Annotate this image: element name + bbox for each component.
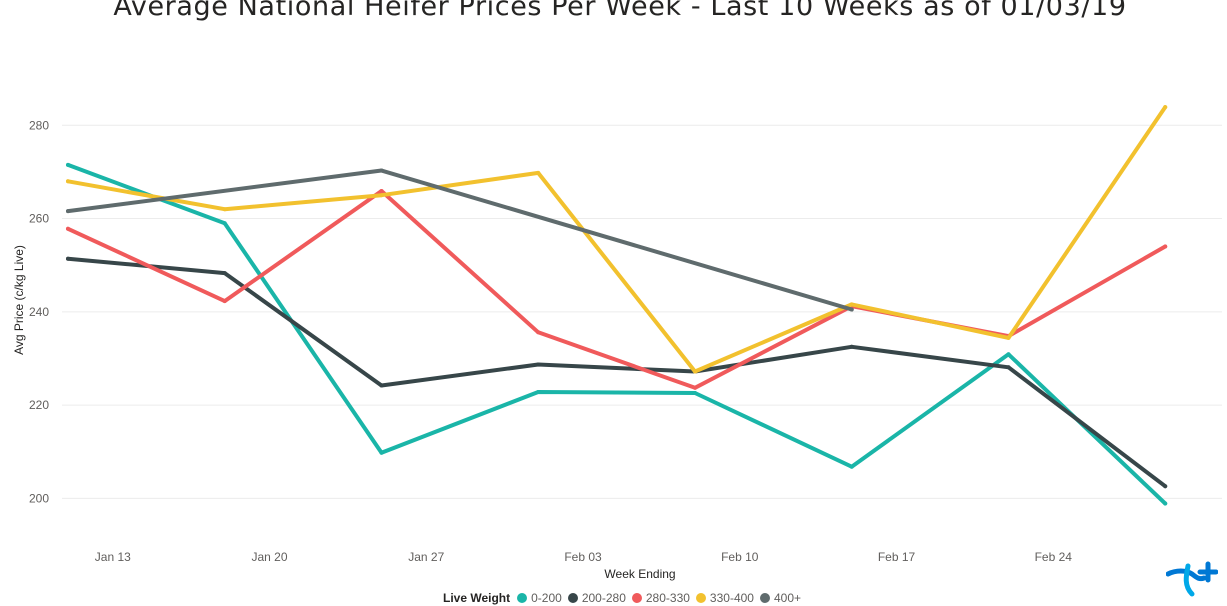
x-tick-label: Feb 24 [1035,550,1073,564]
legend-label: 400+ [773,591,801,605]
legend-label: 330-400 [709,591,754,605]
data-point [536,330,541,335]
legend-label: 200-280 [581,591,626,605]
data-point [849,302,854,307]
data-point [379,193,384,198]
data-point [693,385,697,390]
series-line-0-200 [66,162,1168,506]
data-point [1163,244,1168,249]
data-point [1006,335,1011,340]
legend-marker-icon [517,593,528,603]
legend-marker-icon [567,593,578,603]
y-tick-label: 220 [29,398,49,412]
legend-label: 0-200 [531,591,562,605]
series-lines [66,105,1168,506]
data-point [222,221,227,226]
data-point [379,383,384,388]
data-point [66,179,70,184]
data-point [66,162,70,167]
series-line-400plus [66,168,854,312]
data-point [536,362,541,367]
gridlines [62,124,1222,499]
x-axis-title: Week Ending [604,567,675,581]
series-line-200-280 [66,256,1168,489]
y-axis-ticks: 200 220 240 260 280 [29,118,49,505]
brand-logo-icon [1166,561,1218,597]
data-point [1006,365,1011,370]
data-point [693,369,697,374]
y-tick-label: 280 [29,118,49,132]
legend-marker-icon [759,593,770,603]
data-point [1006,352,1011,357]
legend-marker-icon [631,593,642,603]
legend-item: 0-200 [517,591,562,605]
x-axis-ticks: Jan 13 Jan 20 Jan 27 Feb 03 Feb 10 Feb 17 Feb … [95,550,1072,564]
data-point [66,256,70,261]
data-point [1163,105,1168,110]
data-point [1163,484,1168,489]
data-point [222,207,227,212]
legend-label: 280-330 [645,591,690,605]
legend-items: 0-200 200-280 280-330 330-400 400+ [517,591,801,605]
data-point [379,189,384,193]
data-point [222,271,227,276]
legend-item: 280-330 [631,591,690,605]
data-point [536,170,541,175]
data-point [222,299,227,304]
legend-item: 400+ [759,591,801,605]
data-point [66,226,70,231]
data-point [379,168,384,173]
x-tick-label: Jan 13 [95,550,131,564]
y-axis-title: Avg Price (c/kg Live) [12,245,26,355]
x-tick-label: Jan 27 [408,550,444,564]
legend-item: 330-400 [695,591,754,605]
legend: Live Weight 0-200 200-280 280-330 330-400 40… [443,590,801,606]
legend-title: Live Weight [443,591,511,605]
legend-item: 200-280 [567,591,626,605]
x-tick-label: Feb 03 [564,550,602,564]
data-point [536,390,541,394]
data-point [849,464,854,469]
data-point [1163,501,1168,506]
y-tick-label: 200 [29,491,49,505]
legend-marker-icon [695,593,706,603]
data-point [693,391,697,395]
x-tick-label: Feb 17 [878,550,916,564]
data-point [849,344,854,349]
x-tick-label: Jan 20 [252,550,288,564]
chart-title: Average National Heifer Prices Per Week … [113,0,1127,22]
data-point [379,450,384,455]
y-tick-label: 260 [29,212,49,226]
data-point [849,307,854,312]
x-tick-label: Feb 10 [721,550,759,564]
series-line-330-400 [66,105,1168,374]
y-tick-label: 240 [29,305,49,319]
data-point [66,209,70,214]
